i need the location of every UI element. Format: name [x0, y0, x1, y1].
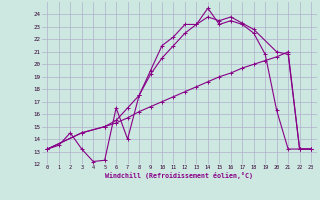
X-axis label: Windchill (Refroidissement éolien,°C): Windchill (Refroidissement éolien,°C): [105, 172, 253, 179]
